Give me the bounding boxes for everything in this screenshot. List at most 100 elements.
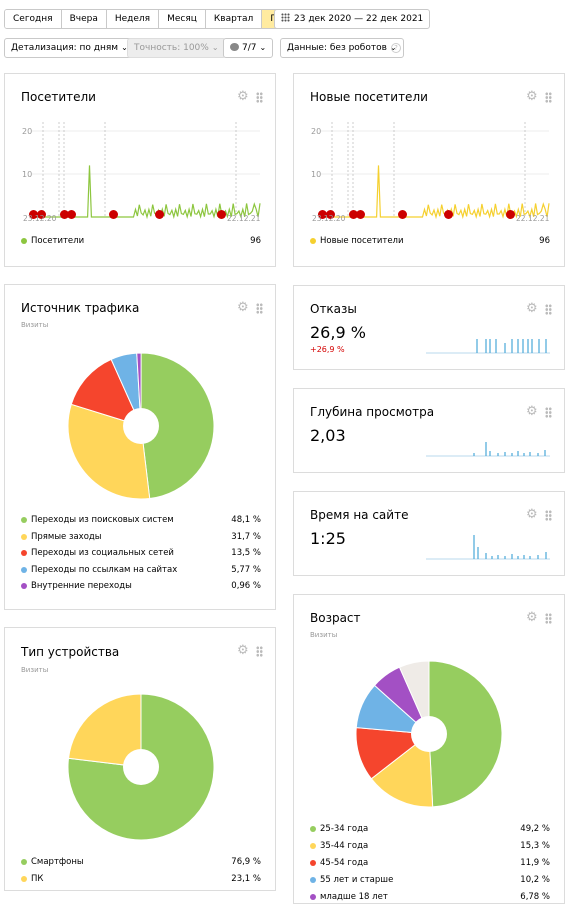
legend-item[interactable]: Внутренние переходы 0,96 % xyxy=(21,580,261,592)
calendar-icon xyxy=(281,13,290,22)
legend-value: 96 xyxy=(250,236,261,246)
widget-subtitle: Визиты xyxy=(310,631,338,639)
legend-label: Смартфоны xyxy=(31,857,84,867)
legend-item[interactable]: Смартфоны 76,9 % xyxy=(21,856,261,868)
legend-value: 0,96 % xyxy=(231,581,261,591)
drag-handle-icon[interactable] xyxy=(256,303,263,314)
detail-dropdown[interactable]: Детализация: по дням ⌄ xyxy=(4,38,135,58)
annotation-marker[interactable] xyxy=(29,210,38,219)
drag-handle-icon[interactable] xyxy=(545,92,552,103)
period-today[interactable]: Сегодня xyxy=(5,10,62,28)
x-start-label: 23.12.20 xyxy=(23,214,57,223)
pie-slice[interactable] xyxy=(398,660,430,735)
legend-value: 23,1 % xyxy=(231,873,261,884)
legend-label: Переходы по ссылкам на сайтах xyxy=(31,564,178,575)
gear-icon[interactable]: ⚙ xyxy=(526,610,538,625)
annotation-marker[interactable] xyxy=(356,210,365,219)
pie-slice[interactable] xyxy=(67,693,142,768)
annotation-guides xyxy=(42,122,237,217)
legend-item[interactable]: 45-54 года 11,9 % xyxy=(310,857,550,869)
time-sparkline xyxy=(426,535,550,560)
date-range-button[interactable]: 23 дек 2020 — 22 дек 2021 xyxy=(274,9,431,29)
widget-title: Время на сайте xyxy=(310,508,409,522)
annotation-marker[interactable] xyxy=(217,210,226,219)
drag-handle-icon[interactable] xyxy=(256,646,263,657)
pie-slice[interactable] xyxy=(140,352,215,500)
annotation-marker[interactable] xyxy=(326,210,335,219)
legend-item[interactable]: Новые посетители 96 xyxy=(310,235,550,247)
legend-item[interactable]: Переходы из социальных сетей 13,5 % xyxy=(21,547,261,559)
legend-item[interactable]: младше 18 лет 6,78 % xyxy=(310,891,550,903)
legend-value: 10,2 % xyxy=(520,875,550,885)
period-month[interactable]: Месяц xyxy=(159,10,206,28)
annotation-marker[interactable] xyxy=(349,210,358,219)
drag-handle-icon[interactable] xyxy=(545,304,552,315)
annotation-marker[interactable] xyxy=(506,210,515,219)
legend-dot xyxy=(21,583,27,589)
pie-slice[interactable] xyxy=(136,352,142,427)
drag-handle-icon[interactable] xyxy=(256,92,263,103)
legend-value: 11,9 % xyxy=(520,858,550,868)
gear-icon[interactable]: ⚙ xyxy=(237,89,249,104)
pie-slice[interactable] xyxy=(370,733,434,808)
gear-icon[interactable]: ⚙ xyxy=(237,643,249,658)
data-filter-dropdown[interactable]: Данные: без роботов ⌄ xyxy=(280,38,404,58)
legend-value: 49,2 % xyxy=(520,824,550,834)
legend-dot xyxy=(310,843,316,849)
widget-title: Источник трафика xyxy=(21,301,140,315)
legend-item[interactable]: 35-44 года 15,3 % xyxy=(310,840,550,852)
pie-slice[interactable] xyxy=(428,660,503,808)
legend-item[interactable]: Переходы из поисковых систем 48,1 % xyxy=(21,514,261,526)
detail-label: Детализация: по дням xyxy=(11,43,119,53)
depth-sparkline xyxy=(426,442,550,457)
annotation-marker[interactable] xyxy=(67,210,76,219)
gear-icon[interactable]: ⚙ xyxy=(526,89,538,104)
legend-item[interactable]: 25-34 года 49,2 % xyxy=(310,823,550,835)
legend-value: 76,9 % xyxy=(231,857,261,867)
annotation-marker[interactable] xyxy=(318,210,327,219)
drag-handle-icon[interactable] xyxy=(545,407,552,418)
period-quarter[interactable]: Квартал xyxy=(205,10,263,28)
new-visitors-chart: 20 10 23.12.20 22.12.21 xyxy=(311,122,550,223)
series-line xyxy=(321,165,550,220)
widget-title: Возраст xyxy=(310,611,361,625)
gear-icon[interactable]: ⚙ xyxy=(526,404,538,419)
age-widget: Возраст Визиты ⚙ 25-34 года 49,2 % 35-44 г… xyxy=(293,594,565,904)
period-week[interactable]: Неделя xyxy=(106,10,160,28)
widget-title: Посетители xyxy=(21,90,96,104)
legend-dot xyxy=(310,238,316,244)
annotation-marker[interactable] xyxy=(60,210,69,219)
time-value: 1:25 xyxy=(310,529,346,548)
drag-handle-icon[interactable] xyxy=(545,510,552,521)
legend-label: Переходы из поисковых систем xyxy=(31,515,174,525)
accuracy-dropdown[interactable]: Точность: 100% ⌄ xyxy=(127,38,226,58)
age-pie-chart xyxy=(355,660,503,808)
legend-item[interactable]: Посетители 96 xyxy=(21,235,261,247)
legend-dot xyxy=(21,238,27,244)
legend-dot xyxy=(21,533,27,540)
help-icon[interactable]: ? xyxy=(391,43,401,53)
x-end-label: 22.12.21 xyxy=(227,214,261,223)
period-yesterday[interactable]: Вчера xyxy=(61,10,107,28)
annotation-marker[interactable] xyxy=(155,210,164,219)
legend-item[interactable]: Прямые заходы 31,7 % xyxy=(21,531,261,543)
gear-icon[interactable]: ⚙ xyxy=(526,301,538,316)
legend-item[interactable]: 55 лет и старше 10,2 % xyxy=(310,874,550,886)
annotation-marker[interactable] xyxy=(398,210,407,219)
gear-icon[interactable]: ⚙ xyxy=(237,300,249,315)
legend-value: 6,78 % xyxy=(520,892,550,902)
bounce-sparkline xyxy=(426,339,550,354)
device-type-widget: Тип устройства Визиты ⚙ Смартфоны 76,9 % П… xyxy=(4,627,276,891)
annotation-marker[interactable] xyxy=(444,210,453,219)
legend-dot xyxy=(21,875,27,882)
legend-item[interactable]: Переходы по ссылкам на сайтах 5,77 % xyxy=(21,564,261,576)
legend-item[interactable]: ПК 23,1 % xyxy=(21,873,261,885)
pie-slice[interactable] xyxy=(70,358,142,427)
drag-handle-icon[interactable] xyxy=(545,613,552,624)
gear-icon[interactable]: ⚙ xyxy=(526,507,538,522)
segments-dropdown[interactable]: 7/7 ⌄ xyxy=(223,38,274,58)
annotation-marker[interactable] xyxy=(37,210,46,219)
pie-slice[interactable] xyxy=(67,693,215,841)
annotation-marker[interactable] xyxy=(109,210,118,219)
widget-tools: ⚙ xyxy=(526,301,554,317)
